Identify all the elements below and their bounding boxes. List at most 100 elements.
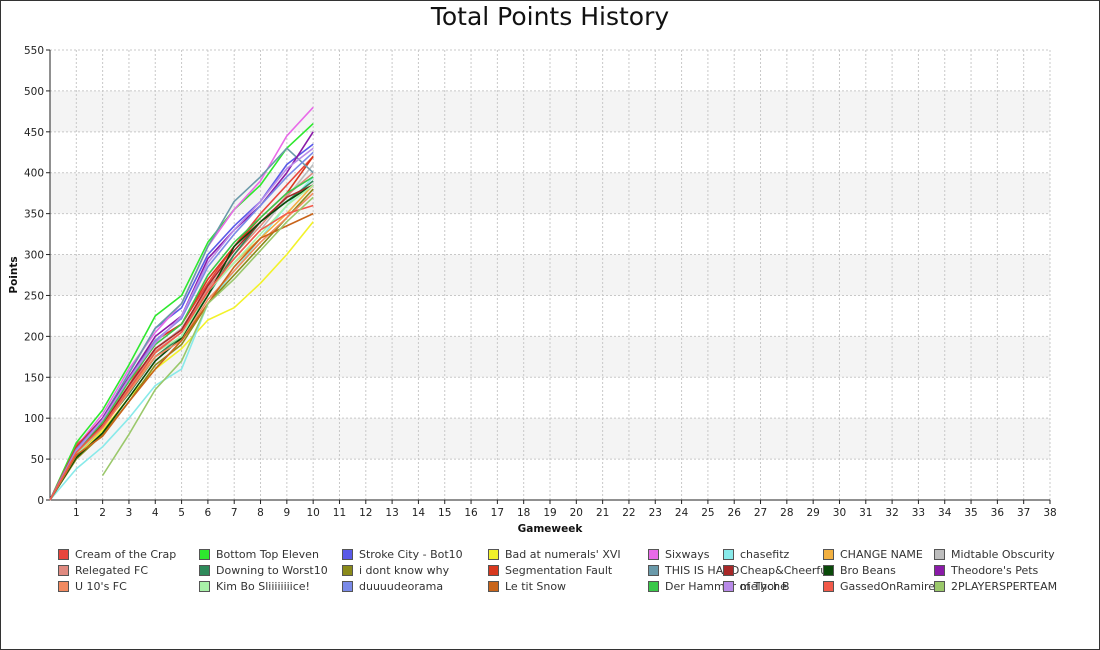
legend-label: melyche — [740, 579, 787, 593]
legend-item: melyche — [723, 578, 787, 594]
x-tick-label: 22 — [622, 507, 635, 519]
legend-item: CHANGE NAME — [823, 546, 923, 562]
legend-item: Bad at numerals' XVI — [488, 546, 621, 562]
series-line — [49, 204, 314, 501]
x-tick-label: 10 — [306, 507, 319, 519]
legend-swatch — [199, 564, 210, 576]
legend-label: Cheap&Cheerful — [740, 563, 831, 577]
x-tick-label: 25 — [701, 507, 714, 519]
legend-item: Cream of the Crap — [58, 546, 176, 562]
series-line — [49, 176, 314, 501]
x-tick-label: 14 — [412, 507, 426, 519]
legend-swatch — [723, 564, 734, 576]
y-tick-label: 300 — [24, 250, 44, 262]
legend-swatch — [934, 548, 945, 560]
x-axis-title: Gameweek — [518, 523, 584, 535]
x-tick-label: 23 — [649, 507, 662, 519]
y-tick-label: 100 — [24, 413, 44, 425]
y-tick-label: 250 — [24, 290, 44, 302]
legend-label: Downing to Worst10 — [216, 563, 328, 577]
x-tick-label: 30 — [833, 507, 846, 519]
x-tick-label: 29 — [806, 507, 819, 519]
x-tick-label: 20 — [570, 507, 583, 519]
x-tick-label: 38 — [1043, 507, 1056, 519]
x-tick-label: 9 — [283, 507, 290, 519]
x-tick-label: 18 — [517, 507, 530, 519]
x-tick-label: 21 — [596, 507, 609, 519]
legend-swatch — [199, 548, 210, 560]
legend-label: GassedOnRamirez — [840, 579, 941, 593]
legend-swatch — [488, 580, 499, 592]
legend-item: GassedOnRamirez — [823, 578, 941, 594]
x-tick-label: 37 — [1017, 507, 1030, 519]
x-tick-label: 5 — [178, 507, 185, 519]
legend-item: i dont know why — [342, 562, 449, 578]
legend-item: Downing to Worst10 — [199, 562, 328, 578]
y-tick-label: 50 — [31, 454, 44, 466]
legend-label: Kim Bo Sliiiiiiiice! — [216, 579, 310, 593]
legend-item: Sixways — [648, 546, 710, 562]
legend-label: 2PLAYERSPERTEAM — [951, 579, 1058, 593]
legend-swatch — [58, 564, 69, 576]
legend-swatch — [934, 580, 945, 592]
y-tick-label: 450 — [24, 127, 44, 139]
legend-label: THIS IS HARD — [665, 563, 740, 577]
x-tick-label: 32 — [885, 507, 898, 519]
y-axis-title: Points — [8, 256, 20, 293]
x-tick-label: 11 — [333, 507, 346, 519]
legend-swatch — [823, 580, 834, 592]
legend-label: Bottom Top Eleven — [216, 547, 319, 561]
legend-label: U 10's FC — [75, 579, 127, 593]
x-tick-label: 33 — [912, 507, 925, 519]
legend-item: THIS IS HARD — [648, 562, 739, 578]
x-tick-label: 15 — [438, 507, 451, 519]
x-tick-label: 27 — [754, 507, 767, 519]
x-tick-label: 26 — [728, 507, 742, 519]
x-tick-label: 8 — [257, 507, 264, 519]
legend-label: CHANGE NAME — [840, 547, 923, 561]
x-tick-label: 6 — [205, 507, 212, 519]
legend-swatch — [723, 548, 734, 560]
legend-swatch — [342, 564, 353, 576]
legend-label: Le tit Snow — [505, 579, 567, 593]
y-tick-label: 150 — [24, 372, 44, 384]
legend-item: Kim Bo Sliiiiiiiice! — [199, 578, 310, 594]
legend-swatch — [648, 564, 659, 576]
x-tick-label: 7 — [231, 507, 238, 519]
y-tick-label: 350 — [24, 209, 44, 221]
legend-swatch — [342, 580, 353, 592]
legend-swatch — [488, 564, 499, 576]
y-tick-label: 400 — [24, 168, 44, 180]
series-line — [49, 184, 314, 501]
legend-swatch — [723, 580, 734, 592]
legend-label: Midtable Obscurity — [951, 547, 1055, 561]
x-tick-label: 16 — [464, 507, 478, 519]
legend-item: 2PLAYERSPERTEAM — [934, 578, 1057, 594]
legend-item: Bro Beans — [823, 562, 896, 578]
legend-label: Cream of the Crap — [75, 547, 177, 561]
series-line — [49, 221, 314, 501]
legend-item: Relegated FC — [58, 562, 148, 578]
legend-label: i dont know why — [359, 563, 450, 577]
chart-title: Total Points History — [430, 2, 670, 31]
legend-item: Midtable Obscurity — [934, 546, 1055, 562]
x-tick-label: 1 — [73, 507, 80, 519]
y-tick-label: 200 — [24, 331, 44, 343]
legend-item: Le tit Snow — [488, 578, 566, 594]
legend-item: U 10's FC — [58, 578, 127, 594]
series-line — [49, 123, 314, 501]
legend-swatch — [199, 580, 210, 592]
legend-swatch — [342, 548, 353, 560]
x-tick-label: 2 — [99, 507, 106, 519]
legend-label: Theodore's Pets — [951, 563, 1039, 577]
legend-item: chasefitz — [723, 546, 789, 562]
x-tick-label: 28 — [780, 507, 793, 519]
series-line — [49, 176, 314, 501]
legend-label: Relegated FC — [75, 563, 149, 577]
x-tick-label: 24 — [675, 507, 689, 519]
legend-label: Bro Beans — [840, 563, 896, 577]
y-tick-label: 550 — [24, 45, 44, 57]
legend-swatch — [648, 548, 659, 560]
x-tick-label: 13 — [385, 507, 398, 519]
